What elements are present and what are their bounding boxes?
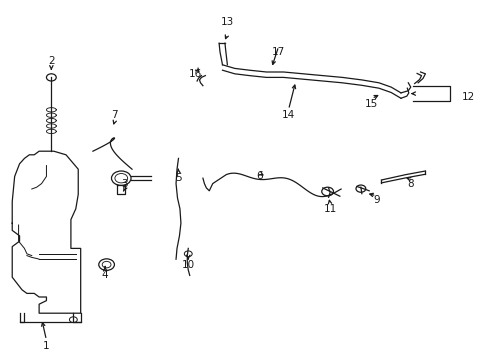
Text: 14: 14 [281,110,295,120]
Text: 12: 12 [461,92,474,102]
Text: 7: 7 [111,110,118,120]
Text: 17: 17 [271,47,285,57]
Text: 11: 11 [323,204,336,214]
Text: 10: 10 [182,260,194,270]
Text: 5: 5 [175,173,182,183]
Text: 8: 8 [407,179,413,189]
Text: 13: 13 [220,17,234,27]
Text: 1: 1 [43,341,50,351]
Text: 9: 9 [372,195,379,205]
Text: 4: 4 [102,270,108,280]
Text: 15: 15 [364,99,378,109]
Text: 16: 16 [188,69,202,79]
Text: 2: 2 [48,56,55,66]
Text: 6: 6 [255,171,262,181]
Text: 3: 3 [121,179,128,189]
